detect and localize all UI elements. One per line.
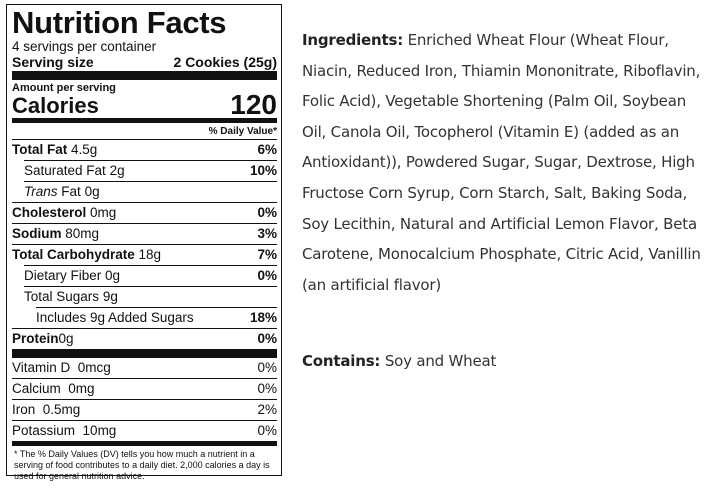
nutrient-row-sodium: Sodium 80mg 3% xyxy=(12,223,277,244)
nutrient-name: Saturated Fat xyxy=(24,163,106,178)
nutrient-amount: 0g xyxy=(58,331,74,346)
nutrient-pct: 10% xyxy=(249,163,277,178)
nutrient-name: Protein xyxy=(12,331,59,346)
nutrient-row-trans-fat: Trans Fat 0g xyxy=(24,181,277,202)
nutrient-pct: 0% xyxy=(257,268,277,283)
divider-medium xyxy=(12,118,277,123)
nutrient-row-saturated-fat: Saturated Fat 2g 10% xyxy=(24,160,277,181)
nutrient-amount: 2g xyxy=(109,163,125,178)
contains-heading: Contains: xyxy=(302,352,381,370)
vitamin-pct: 2% xyxy=(257,402,277,417)
nutrition-facts-label: Nutrition Facts 4 servings per container… xyxy=(6,4,282,481)
nutrient-row-total-fat: Total Fat 4.5g 6% xyxy=(12,139,277,160)
nutrient-amount: 9g xyxy=(102,289,118,304)
vitamin-row-potassium: Potassium 10mg 0% xyxy=(12,420,277,441)
nutrient-row-total-sugars: Total Sugars 9g xyxy=(24,286,277,307)
serving-size-value: 2 Cookies (25g) xyxy=(173,54,277,70)
calories-row: Calories 120 xyxy=(12,89,277,120)
vitamin-text: Vitamin D 0mcg xyxy=(12,358,111,378)
nutrient-amount: 0g xyxy=(84,184,100,199)
vitamin-pct: 0% xyxy=(257,360,277,375)
vitamin-amount: 0mcg xyxy=(77,360,111,375)
vitamin-amount: 10mg xyxy=(82,423,117,438)
nutrient-row-dietary-fiber: Dietary Fiber 0g 0% xyxy=(24,265,277,286)
nutrient-row-protein: Protein0g 0% xyxy=(12,328,277,349)
nutrient-amount: 4.5g xyxy=(71,142,98,157)
divider-thick xyxy=(12,71,277,80)
nutrient-name: Includes 9g Added Sugars xyxy=(36,310,194,325)
nutrient-row-total-carbohydrate: Total Carbohydrate 18g 7% xyxy=(12,244,277,265)
nutrient-name: Total Sugars xyxy=(24,289,100,304)
ingredients-block: Ingredients: Enriched Wheat Flour (Wheat… xyxy=(302,25,702,300)
vitamin-name: Iron xyxy=(12,402,36,417)
vitamin-text: Potassium 10mg xyxy=(12,421,116,441)
vitamin-amount: 0.5mg xyxy=(42,402,81,417)
nutrient-pct: 7% xyxy=(257,247,277,262)
calories-label: Calories xyxy=(12,93,99,118)
vitamin-name: Vitamin D xyxy=(12,360,71,375)
divider-thick xyxy=(12,349,277,358)
nutrient-pct: 3% xyxy=(257,226,277,241)
vitamin-name: Potassium xyxy=(12,423,76,438)
vitamin-pct: 0% xyxy=(257,423,277,438)
nutrient-pct: 18% xyxy=(249,310,277,325)
nutrient-amount: 0g xyxy=(105,268,121,283)
calories-value: 120 xyxy=(230,89,277,120)
vitamin-name: Calcium xyxy=(12,381,61,396)
divider-medium xyxy=(12,441,277,446)
nutrient-pct: 0% xyxy=(257,205,277,220)
contains-text: Soy and Wheat xyxy=(384,352,497,370)
nutrient-amount: 80mg xyxy=(65,226,100,241)
nutrient-name: Cholesterol xyxy=(12,205,87,220)
serving-size-label: Serving size xyxy=(12,54,94,70)
vitamin-amount: 0mg xyxy=(68,381,95,396)
vitamin-pct: 0% xyxy=(257,381,277,396)
nutrient-row-cholesterol: Cholesterol 0mg 0% xyxy=(12,202,277,223)
vitamin-row-vitamin-d: Vitamin D 0mcg 0% xyxy=(12,358,277,378)
nutrient-amount: 18g xyxy=(138,247,162,262)
serving-size-row: Serving size 2 Cookies (25g) xyxy=(12,54,277,70)
vitamin-text: Calcium 0mg xyxy=(12,379,95,399)
nutrient-pct: 0% xyxy=(257,331,277,346)
vitamin-text: Iron 0.5mg xyxy=(12,400,80,420)
nutrient-row-added-sugars: Includes 9g Added Sugars 18% xyxy=(36,307,277,328)
ingredients-text: Enriched Wheat Flour (Wheat Flour, Niaci… xyxy=(302,31,701,294)
nutrient-amount: 0mg xyxy=(90,205,117,220)
nutrient-name: Dietary Fiber xyxy=(24,268,102,283)
servings-per-container: 4 servings per container xyxy=(12,39,157,54)
amount-per-serving: Amount per serving xyxy=(12,82,116,94)
nutrient-name: Total Carbohydrate xyxy=(12,247,135,262)
contains-block: Contains: Soy and Wheat xyxy=(302,346,702,376)
daily-value-footnote: * The % Daily Values (DV) tells you how … xyxy=(14,449,270,481)
vitamin-row-calcium: Calcium 0mg 0% xyxy=(12,378,277,399)
nutrient-name: Fat xyxy=(61,184,81,199)
daily-value-header: % Daily Value* xyxy=(208,126,277,137)
ingredients-heading: Ingredients: xyxy=(302,31,403,49)
nutrient-name-italic: Trans xyxy=(24,184,58,199)
nutrient-name: Sodium xyxy=(12,226,62,241)
nutrient-name: Total Fat xyxy=(12,142,68,157)
nutrient-pct: 6% xyxy=(257,142,277,157)
label-title: Nutrition Facts xyxy=(12,5,227,40)
vitamin-row-iron: Iron 0.5mg 2% xyxy=(12,399,277,420)
